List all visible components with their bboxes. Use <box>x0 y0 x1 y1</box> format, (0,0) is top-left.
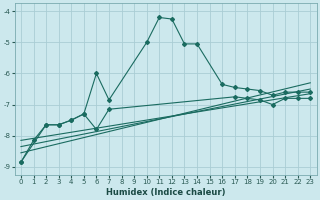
X-axis label: Humidex (Indice chaleur): Humidex (Indice chaleur) <box>106 188 225 197</box>
